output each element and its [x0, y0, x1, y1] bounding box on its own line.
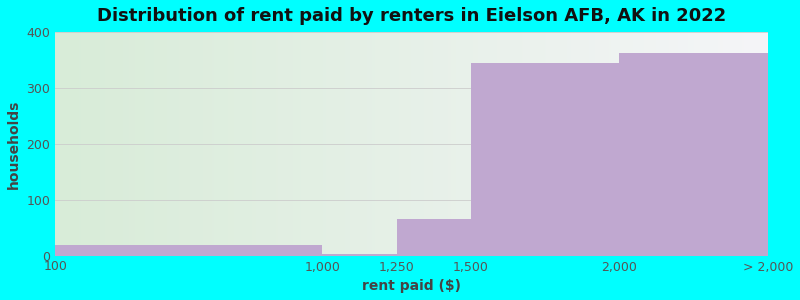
X-axis label: rent paid ($): rent paid ($)	[362, 279, 461, 293]
Bar	[55, 245, 322, 256]
Y-axis label: households: households	[7, 99, 21, 188]
Bar	[322, 254, 397, 256]
Bar	[471, 63, 619, 256]
Bar	[619, 53, 768, 256]
Bar	[397, 219, 471, 256]
Title: Distribution of rent paid by renters in Eielson AFB, AK in 2022: Distribution of rent paid by renters in …	[97, 7, 726, 25]
